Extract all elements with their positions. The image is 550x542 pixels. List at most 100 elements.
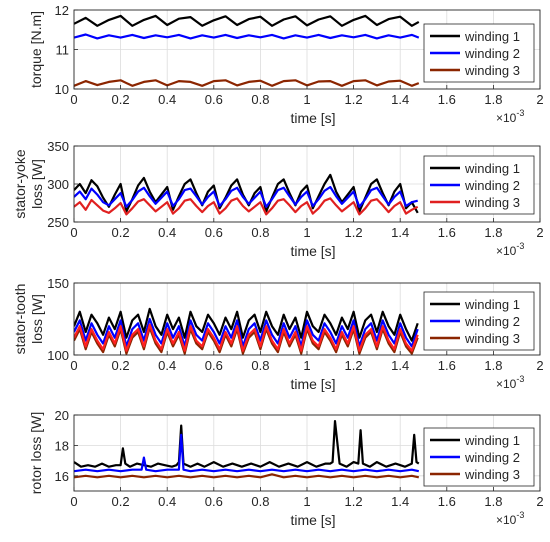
x-tick-label: 1.6 [438,494,456,509]
legend: winding 1 winding 2 winding 3 [423,427,535,487]
x-tick-label: 0 [70,494,77,509]
x-tick-label: 1.4 [391,225,409,240]
x-tick-label: 0.6 [205,358,223,373]
subplot-1: 0 0.2 0.4 0.6 0.8 1 1.2 1.4 1.6 1.8 2 10 11 12 time [s… [28,3,544,126]
series-line-3 [74,197,419,216]
x-tick-label: 1 [303,494,310,509]
y-axis-label-line-2: loss [W] [29,159,45,209]
y-tick-label: 250 [47,215,69,230]
series-line-2 [74,33,420,40]
series-group [74,173,419,216]
x-tick-label: 0.6 [205,225,223,240]
x-tick-label: 1.8 [484,494,502,509]
x-tick-label: 0.2 [112,358,130,373]
x-exponent-base: ×10 [496,513,517,527]
legend-label: winding 1 [464,161,520,176]
x-tick-label: 0 [70,358,77,373]
x-exponent-label: ×10-3 [496,510,524,527]
legend-box [423,23,535,83]
x-tick-label: 0.2 [112,225,130,240]
x-tick-label: 0.4 [158,225,176,240]
y-tick-label: 300 [47,177,69,192]
series-line-3 [74,79,420,87]
legend-label: winding 3 [464,467,520,482]
series-line-2 [74,185,418,208]
y-tick-label: 18 [55,438,69,453]
series-line-4 [74,323,419,352]
x-tick-label: 0.2 [112,92,130,107]
series-group [74,420,420,479]
x-tick-label: 0.8 [251,358,269,373]
series-line-1 [74,420,420,468]
x-exponent-power: -3 [516,510,524,520]
legend: winding 1 winding 2 winding 3 [423,23,535,83]
y-axis-label: stator-yokeloss [W] [12,149,45,218]
x-tick-label: 1.8 [484,358,502,373]
x-exponent-power: -3 [516,374,524,384]
y-axis-label: torque [N.m] [28,11,44,88]
legend: winding 1 winding 2 winding 3 [423,291,535,351]
series-line-1 [74,14,420,27]
series-line-2 [74,317,419,348]
x-tick-label: 0.4 [158,494,176,509]
x-exponent-base: ×10 [496,111,517,125]
y-axis-label: rotor loss [W] [28,412,44,494]
y-tick-label: 350 [47,139,69,154]
x-tick-label: 0.6 [205,494,223,509]
legend-label: winding 1 [464,297,520,312]
series-group [74,14,420,87]
y-axis-label: stator-toothloss [W] [12,284,45,355]
y-tick-label: 100 [47,348,69,363]
y-axis-label-line-1: stator-tooth [12,284,28,355]
x-exponent-label: ×10-3 [496,374,524,391]
series-line-1 [74,307,419,342]
x-tick-label: 1.6 [438,92,456,107]
x-tick-label: 0.2 [112,494,130,509]
x-exponent-label: ×10-3 [496,108,524,125]
x-tick-label: 0 [70,225,77,240]
y-tick-label: 10 [55,82,69,97]
x-tick-label: 1.2 [345,225,363,240]
x-tick-label: 0 [70,92,77,107]
x-tick-label: 0.4 [158,358,176,373]
subplot-4: 0 0.2 0.4 0.6 0.8 1 1.2 1.4 1.6 1.8 2 16 18 20 time [s… [28,408,544,528]
x-tick-label: 1.4 [391,92,409,107]
x-axis-label: time [s] [290,110,335,126]
legend-label: winding 3 [464,331,520,346]
x-exponent-base: ×10 [496,244,517,258]
x-axis-label: time [s] [290,243,335,259]
x-tick-label: 0.6 [205,92,223,107]
legend-label: winding 2 [464,46,520,61]
x-exponent-power: -3 [516,108,524,118]
x-tick-label: 1.8 [484,92,502,107]
x-tick-label: 1.4 [391,494,409,509]
x-tick-label: 1 [303,358,310,373]
x-exponent-label: ×10-3 [496,241,524,258]
x-tick-label: 1.2 [345,92,363,107]
x-tick-label: 1.8 [484,225,502,240]
series-line-3 [74,473,420,479]
y-axis-label-line-1: stator-yoke [12,149,28,218]
x-tick-label: 1 [303,225,310,240]
series-line-2 [74,433,420,473]
y-tick-label: 12 [55,3,69,18]
y-tick-label: 16 [55,469,69,484]
x-tick-label: 1.2 [345,494,363,509]
x-tick-label: 1.2 [345,358,363,373]
x-tick-label: 2 [536,225,543,240]
x-tick-label: 1.6 [438,358,456,373]
y-axis-label-line-2: loss [W] [29,294,45,344]
x-tick-label: 0.8 [251,92,269,107]
legend-label: winding 3 [464,195,520,210]
subplot-2: 0 0.2 0.4 0.6 0.8 1 1.2 1.4 1.6 1.8 2 250 300 350 time… [12,139,544,259]
x-tick-label: 1 [303,92,310,107]
x-tick-label: 2 [536,494,543,509]
x-axis-label: time [s] [290,376,335,392]
x-tick-label: 0.8 [251,225,269,240]
series-group [74,307,419,355]
y-tick-label: 20 [55,408,69,423]
x-tick-label: 0.8 [251,494,269,509]
x-exponent-power: -3 [516,241,524,251]
subplot-3: 0 0.2 0.4 0.6 0.8 1 1.2 1.4 1.6 1.8 2 100 150 time [s… [12,276,544,392]
